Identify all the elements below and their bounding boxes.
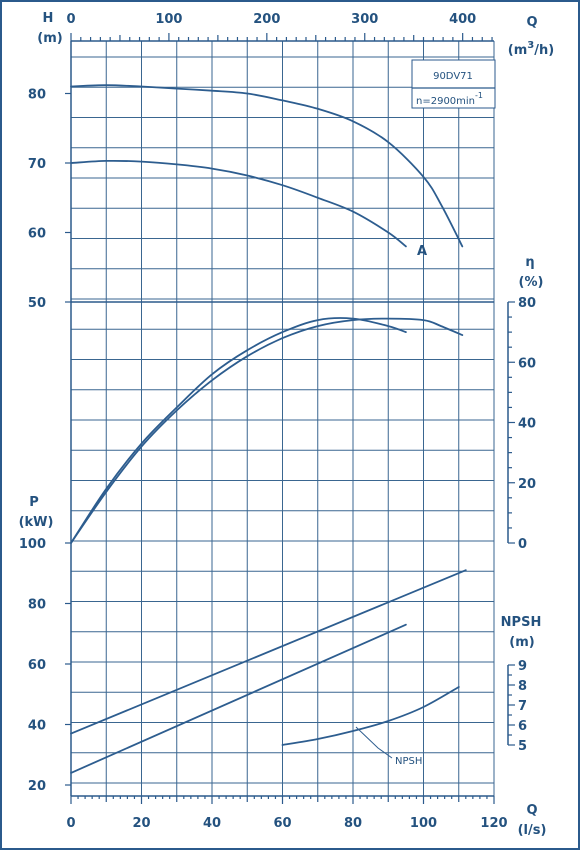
q-m3h-tick-label: 100: [155, 12, 182, 27]
q-ls-axis-ticks: 0 20 40 60 80 100 120: [66, 796, 508, 831]
h-tick-label: 70: [28, 157, 46, 172]
eta-tick-label: 40: [518, 417, 536, 432]
p-axis-title: P: [29, 495, 39, 510]
q-ls-tick-label: 60: [273, 816, 291, 831]
speed-value: n=2900min: [416, 96, 475, 107]
q-ls-tick-label: 120: [480, 816, 507, 831]
curve-p-5: [70, 623, 407, 774]
q-m3h-tick-label: 200: [253, 12, 280, 27]
q-m3h-tick-label: 400: [449, 12, 476, 27]
curve-npsh-6: [281, 686, 460, 746]
curve-p-4: [70, 569, 467, 735]
model-info-box: [411, 59, 496, 109]
q-m3h-unit-pre: (m: [508, 43, 528, 58]
q-ls-tick-label: 80: [344, 816, 362, 831]
npsh-curve-label: NPSH: [395, 756, 422, 767]
q-ls-axis-title: Q: [526, 803, 537, 818]
model-label: 90DV71: [433, 71, 473, 82]
npsh-label-leader: [355, 726, 393, 759]
q-ls-axis-unit: (l/s): [518, 823, 547, 838]
q-ls-tick-label: 100: [410, 816, 437, 831]
curve-label-a: A: [417, 244, 427, 259]
p-tick-label: 40: [28, 719, 46, 734]
q-m3h-tick-label: 300: [351, 12, 378, 27]
q-m3h-axis-ticks: 0 100 200 300 400: [66, 12, 493, 41]
npsh-axis-title: NPSH: [501, 615, 542, 630]
curve-eta-3: [70, 317, 407, 544]
q-m3h-unit-sup: 3: [527, 40, 534, 51]
npsh-tick-label: 8: [518, 679, 527, 694]
eta-tick-label: 60: [518, 356, 536, 371]
npsh-axis-ticks: 5 6 7 8 9: [508, 659, 527, 754]
npsh-tick-label: 5: [518, 739, 527, 754]
eta-tick-label: 20: [518, 477, 536, 492]
q-m3h-tick-label: 0: [66, 12, 75, 27]
h-axis-ticks: 50 60 70 80: [28, 88, 71, 311]
npsh-tick-label: 9: [518, 659, 527, 674]
p-tick-label: 60: [28, 658, 46, 673]
p-tick-label: 20: [28, 779, 46, 794]
npsh-axis-unit: (m): [509, 635, 534, 650]
curve-eta-2: [70, 317, 464, 544]
eta-axis-title: η: [525, 255, 534, 270]
q-ls-tick-label: 20: [132, 816, 150, 831]
eta-axis-unit: (%): [519, 275, 544, 290]
p-tick-label: 100: [19, 537, 46, 552]
h-axis-title: H: [43, 11, 54, 26]
q-m3h-axis-unit: (m3/h): [508, 40, 554, 58]
q-m3h-axis-title: Q: [526, 15, 537, 30]
curve-h-0: [70, 84, 464, 248]
eta-axis-ticks: 0 20 40 60 80: [508, 296, 536, 552]
h-tick-label: 50: [28, 296, 46, 311]
h-axis-unit: (m): [37, 31, 62, 46]
npsh-tick-label: 6: [518, 719, 527, 734]
q-ls-tick-label: 0: [66, 816, 75, 831]
speed-label: n=2900min-1: [416, 91, 483, 107]
p-axis-ticks: 20 40 60 80 100: [19, 537, 71, 794]
performance-curves: [70, 84, 467, 774]
speed-exponent: -1: [475, 91, 483, 100]
eta-tick-label: 80: [518, 296, 536, 311]
p-tick-label: 80: [28, 598, 46, 613]
h-tick-label: 60: [28, 227, 46, 242]
curve-h-1: [70, 159, 407, 248]
p-axis-unit: (kW): [19, 515, 54, 530]
q-m3h-unit-post: /h): [534, 43, 554, 58]
h-tick-label: 80: [28, 88, 46, 103]
npsh-tick-label: 7: [518, 699, 527, 714]
eta-tick-label: 0: [518, 537, 527, 552]
q-ls-tick-label: 40: [203, 816, 221, 831]
